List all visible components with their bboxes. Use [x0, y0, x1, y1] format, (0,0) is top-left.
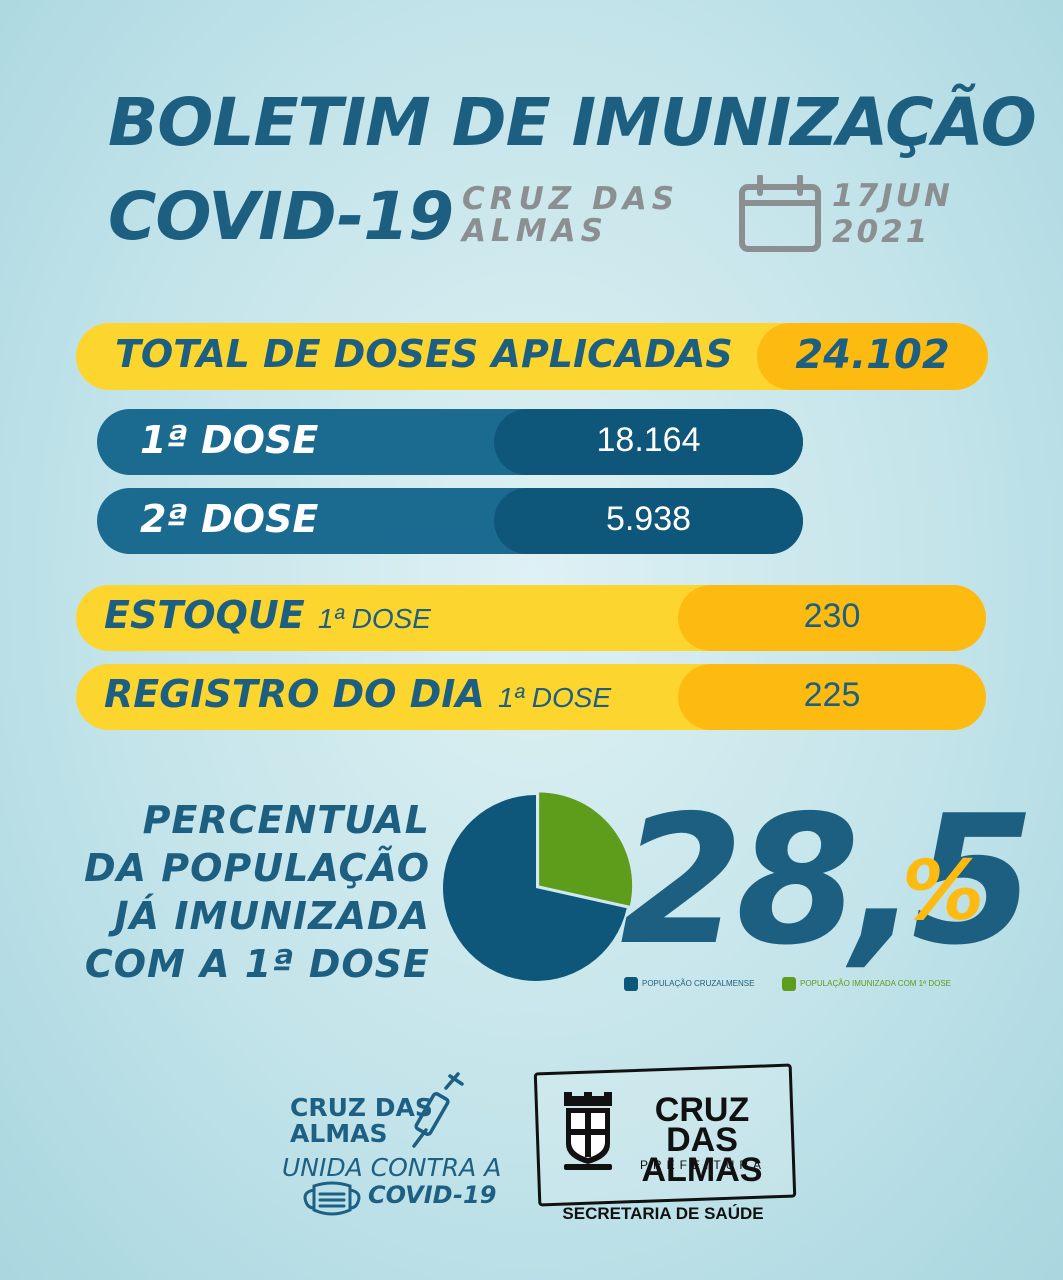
page-subtitle: COVID-19 — [108, 178, 454, 255]
daily-record-value-bg — [678, 664, 986, 730]
campaign-covid: COVID-19 — [368, 1181, 497, 1209]
calendar-icon — [739, 175, 821, 252]
prefeitura-sub: PREFEITURA — [640, 1158, 767, 1172]
second-dose-value-bg — [494, 488, 803, 554]
campaign-slogan: UNIDA CONTRA A — [282, 1153, 502, 1182]
stock-value-bg — [678, 585, 986, 651]
percent-number: 28,5 — [620, 777, 1035, 984]
mask-icon — [303, 1181, 361, 1216]
stock-label: ESTOQUE 1ª DOSE — [104, 593, 431, 637]
immunization-pie-chart — [443, 792, 633, 981]
secretaria-label: SECRETARIA DE SAÚDE — [562, 1204, 764, 1223]
legend-label-population: POPULAÇÃO CRUZALMENSE — [642, 979, 755, 989]
pie-slice-population — [443, 795, 627, 981]
legend-population: POPULAÇÃO CRUZALMENSE — [624, 977, 754, 991]
campaign-city: CRUZ DAS ALMAS — [290, 1093, 433, 1148]
first-dose-value-bg — [494, 409, 803, 475]
first-dose-label: 1ª DOSE — [140, 418, 319, 462]
total-doses-value: 24.102 — [795, 332, 950, 378]
daily-record-label-sub: 1ª DOSE — [498, 682, 612, 713]
daily-record-label: REGISTRO DO DIA 1ª DOSE — [104, 672, 611, 716]
coat-of-arms-icon — [564, 1092, 612, 1170]
stock-value: 230 — [803, 597, 861, 635]
legend-label-immunized: POPULAÇÃO IMUNIZADA COM 1ª DOSE — [800, 979, 951, 989]
report-date: 17JUN 2021 — [832, 178, 953, 250]
pie-slice-immunized — [539, 792, 633, 906]
page-title: BOLETIM DE IMUNIZAÇÃO — [108, 84, 1037, 161]
stock-label-main: ESTOQUE — [104, 593, 305, 637]
second-dose-value: 5.938 — [605, 500, 692, 538]
syringe-icon — [412, 1072, 464, 1148]
total-doses-label: TOTAL DE DOSES APLICADAS — [115, 332, 733, 376]
prefeitura-name: CRUZ DAS ALMAS — [641, 1091, 763, 1189]
legend-swatch-immunized — [782, 977, 796, 991]
legend-swatch-population — [624, 977, 638, 991]
daily-record-label-main: REGISTRO DO DIA — [104, 672, 485, 716]
daily-record-value: 225 — [803, 676, 861, 714]
legend-immunized: POPULAÇÃO IMUNIZADA COM 1ª DOSE — [782, 977, 951, 991]
first-dose-value: 18.164 — [596, 421, 701, 459]
percentual-text: PERCENTUAL DA POPULAÇÃO JÁ IMUNIZADA COM… — [84, 798, 430, 986]
second-dose-label: 2ª DOSE — [140, 497, 319, 541]
city-name: CRUZ DAS ALMAS — [462, 181, 680, 249]
stock-label-sub: 1ª DOSE — [317, 603, 431, 634]
percent-symbol: % — [902, 844, 985, 939]
total-doses-value-bg — [757, 323, 988, 390]
